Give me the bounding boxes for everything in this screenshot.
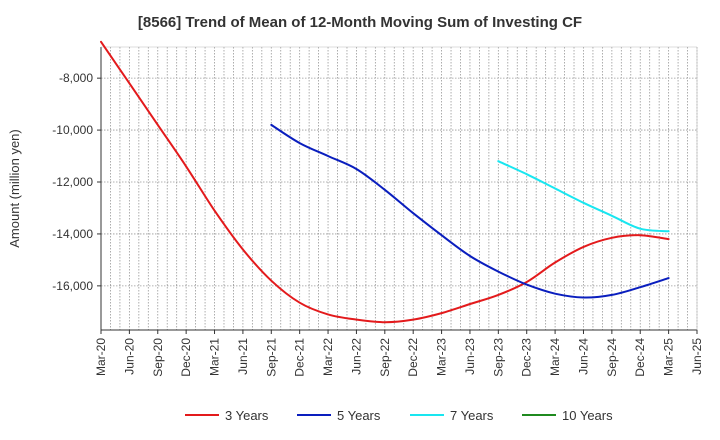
series-line-3-years: [100, 40, 670, 324]
x-tick-label: Jun-24: [576, 338, 590, 375]
x-tick-label: Jun-21: [236, 338, 250, 375]
chart-title: [8566] Trend of Mean of 12-Month Moving …: [137, 14, 583, 31]
x-tick-label: Dec-23: [520, 338, 534, 377]
x-tick-label: Mar-23: [435, 338, 449, 376]
series-lines: [100, 40, 670, 324]
x-tick-label: Sep-23: [491, 338, 505, 377]
y-tick-label: -12,000: [52, 175, 93, 189]
y-tick-label: -14,000: [52, 227, 93, 241]
y-tick-label: -16,000: [52, 279, 93, 293]
x-tick-label: Jun-20: [122, 338, 136, 375]
x-tick-label: Jun-22: [349, 338, 363, 375]
x-tick-label: Mar-21: [208, 338, 222, 376]
x-tick-label: Dec-22: [406, 338, 420, 377]
legend-label-3-years: 3 Years: [225, 408, 269, 423]
y-tick-label: -10,000: [52, 123, 93, 137]
y-axis-title: Amount (million yen): [7, 129, 22, 248]
axes: [100, 46, 698, 331]
x-tick-label: Mar-25: [662, 338, 676, 376]
x-tick-label: Jun-25: [690, 338, 704, 375]
y-tick-label: -8,000: [59, 71, 93, 85]
x-tick-label: Sep-20: [151, 338, 165, 377]
x-tick-label: Dec-21: [293, 338, 307, 377]
x-tick-label: Sep-22: [378, 338, 392, 377]
y-tick-labels: -8,000 -10,000 -12,000 -14,000 -16,000: [52, 71, 101, 293]
plot-area: [101, 47, 697, 330]
x-tick-label: Sep-24: [605, 338, 619, 377]
x-tick-label: Sep-21: [264, 338, 278, 377]
x-tick-label: Dec-24: [633, 338, 647, 377]
x-tick-label: Mar-22: [321, 338, 335, 376]
x-tick-labels: Mar-20 Jun-20 Sep-20 Dec-20 Mar-21 Jun-21 Sep-…: [94, 330, 704, 377]
x-tick-label: Mar-24: [548, 338, 562, 376]
x-tick-label: Jun-23: [463, 338, 477, 375]
legend-label-10-years: 10 Years: [562, 408, 613, 423]
x-tick-label: Dec-20: [179, 338, 193, 377]
legend-label-5-years: 5 Years: [337, 408, 381, 423]
series-line-7-years: [497, 160, 670, 233]
legend-label-7-years: 7 Years: [450, 408, 494, 423]
series-line-5-years: [270, 123, 670, 299]
x-tick-label: Mar-20: [94, 338, 108, 376]
legend: 3 Years 5 Years 7 Years 10 Years: [185, 408, 613, 423]
